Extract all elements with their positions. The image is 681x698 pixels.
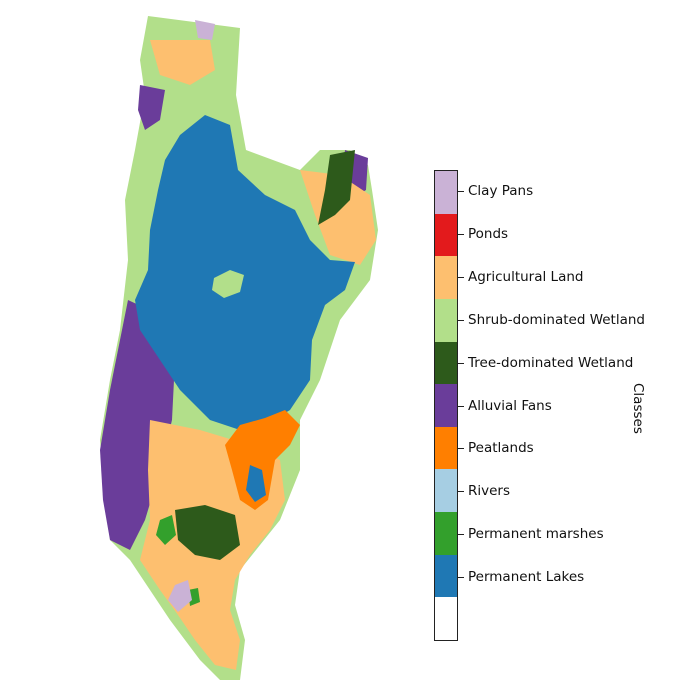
colorbar-swatch [435,469,457,513]
colorbar-swatch [435,256,457,299]
colorbar-swatch [435,426,457,470]
colorbar-tick [458,533,464,535]
colorbar-label: Clay Pans [468,183,534,200]
colorbar-label: Alluvial Fans [468,397,552,414]
colorbar-tick [458,277,464,279]
colorbar-swatch [435,298,457,342]
colorbar-label: Shrub-dominated Wetland [468,311,645,328]
colorbar-swatch [435,171,457,214]
map-region-agricultural-north [150,40,215,85]
map-region-alluvial-north [138,85,165,130]
colorbar-swatch [435,341,457,385]
colorbar-swatch [435,554,457,598]
colorbar-label: Permanent Lakes [468,568,585,585]
colorbar-tick [458,405,464,407]
map-region-permanent-lake [135,115,355,430]
map-region-clay-pans-2 [195,20,215,40]
colorbar-label: Agricultural Land [468,269,584,286]
colorbar-tick [458,191,464,193]
colorbar-title: Classes [630,383,646,434]
colorbar-swatch [435,597,457,641]
colorbar-tick [458,319,464,321]
map-region-permanent-marsh [156,515,176,545]
colorbar-tick [458,362,464,364]
colorbar-tick [458,491,464,493]
map-region-alluvial-west [100,300,175,550]
map-region-peatlands [225,410,300,510]
colorbar [434,170,458,641]
colorbar-tick [458,448,464,450]
map-region-lake-island [212,270,244,298]
colorbar-label: Tree-dominated Wetland [468,354,634,371]
map-region-tree-wetland [175,505,240,560]
colorbar-tick [458,234,464,236]
colorbar-label: Peatlands [468,440,534,457]
map-region-tree-wetland-east [318,150,355,225]
map-region-agricultural-east [300,170,376,265]
colorbar-label: Rivers [468,483,511,500]
colorbar-tick [458,576,464,578]
map-region-permanent-marsh-2 [188,588,200,606]
map-region-lake-south-lobe [246,465,266,502]
colorbar-label: Permanent marshes [468,525,604,542]
map-region-clay-pans [168,580,192,612]
colorbar-swatch [435,512,457,555]
colorbar-swatch [435,213,457,257]
colorbar-label: Ponds [468,226,509,243]
colorbar-swatch [435,384,457,427]
